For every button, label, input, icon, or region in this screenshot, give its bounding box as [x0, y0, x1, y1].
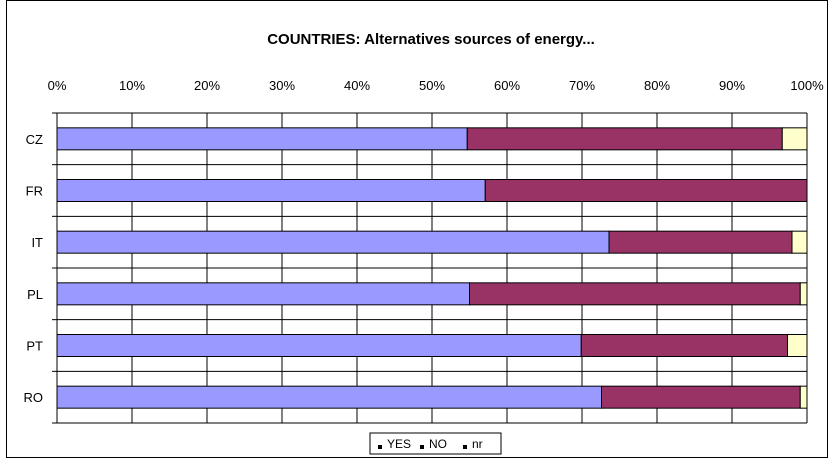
bar-yes-fr: [56, 179, 486, 202]
y-tick-label: CZ: [26, 132, 43, 147]
bar-no-fr: [484, 179, 808, 202]
legend-marker-no: [420, 445, 424, 449]
x-tick-label: 20%: [194, 78, 220, 93]
y-tick-label: RO: [24, 390, 44, 405]
legend-marker-yes: [378, 445, 382, 449]
bar-nr-cz: [781, 127, 808, 151]
bar-nr-pl: [799, 282, 808, 306]
x-tick-label: 30%: [269, 78, 295, 93]
legend-label-nr: nr: [472, 437, 483, 451]
bar-no-ro: [601, 385, 801, 409]
x-tick-label: 90%: [719, 78, 745, 93]
x-tick-label: 40%: [344, 78, 370, 93]
x-tick-label: 0%: [48, 78, 67, 93]
bar-yes-it: [56, 230, 610, 254]
x-tick-label: 70%: [569, 78, 595, 93]
bar-yes-ro: [56, 385, 602, 409]
chart-title: COUNTRIES: Alternatives sources of energ…: [267, 31, 595, 48]
legend-label-yes: YES: [387, 437, 411, 451]
bar-yes-pl: [56, 282, 470, 306]
legend-marker-nr: [463, 445, 467, 449]
bar-nr-it: [791, 230, 808, 254]
legend-label-no: NO: [429, 437, 447, 451]
x-tick-label: 80%: [644, 78, 670, 93]
y-tick-label: FR: [26, 184, 43, 199]
bar-no-pt: [580, 334, 788, 357]
bar-no-pl: [469, 282, 801, 306]
bar-no-cz: [466, 127, 783, 151]
stacked-bar-chart: COUNTRIES: Alternatives sources of energ…: [24, 31, 824, 455]
y-tick-label: IT: [31, 235, 43, 250]
bar-yes-pt: [56, 334, 582, 357]
bars: [56, 127, 808, 409]
x-tick-label: 50%: [419, 78, 445, 93]
legend: YES NO nr: [369, 432, 502, 455]
bar-no-it: [608, 230, 793, 254]
x-tick-label: 60%: [494, 78, 520, 93]
x-tick-label: 100%: [790, 78, 824, 93]
bar-nr-pt: [787, 334, 808, 357]
bar-nr-ro: [799, 385, 808, 409]
chart-frame: COUNTRIES: Alternatives sources of energ…: [6, 0, 828, 458]
y-tick-label: PT: [26, 339, 43, 354]
legend-box: [369, 432, 502, 455]
axes: 0% 10% 20% 30% 40% 50% 60% 70% 80% 90% 100% CZ FR IT P…: [24, 78, 824, 424]
x-tick-label: 10%: [119, 78, 145, 93]
gridlines: [56, 112, 808, 424]
bar-yes-cz: [56, 127, 468, 151]
y-tick-label: PL: [27, 287, 43, 302]
